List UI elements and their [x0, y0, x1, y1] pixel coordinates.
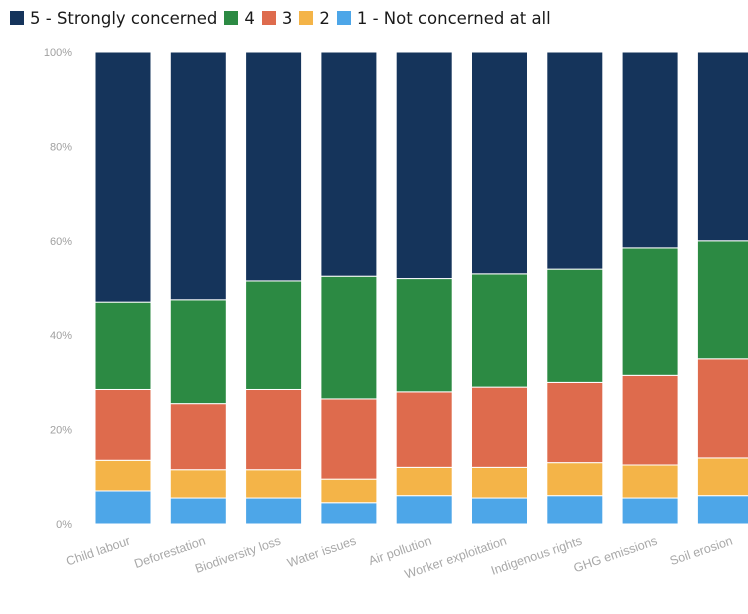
y-tick-label: 40%: [50, 330, 72, 342]
legend-item[interactable]: 2: [299, 9, 330, 28]
bar-segment[interactable]: [471, 466, 528, 499]
legend-swatch: [10, 11, 24, 25]
bar-segment[interactable]: [546, 495, 604, 525]
bar-segment[interactable]: [245, 497, 303, 525]
bar-segment[interactable]: [320, 398, 378, 480]
legend-label: 5 - Strongly concerned: [30, 8, 218, 28]
legend: 5 - Strongly concerned 4 3 2 1 - Not concern…: [10, 6, 558, 30]
bar-segment[interactable]: [395, 466, 453, 497]
bar-segment[interactable]: [696, 51, 748, 242]
legend-item[interactable]: 4: [224, 9, 255, 28]
bar-segment[interactable]: [696, 457, 748, 497]
bar-segment[interactable]: [169, 497, 227, 525]
y-tick-label: 20%: [50, 425, 72, 437]
bar-segment[interactable]: [94, 490, 152, 525]
bar-segment[interactable]: [395, 495, 453, 525]
bar-segment[interactable]: [395, 391, 453, 468]
y-tick-label: 60%: [50, 236, 72, 248]
bar-segment[interactable]: [320, 502, 378, 525]
legend-label: 4: [244, 8, 255, 28]
bar-segment[interactable]: [169, 299, 227, 405]
x-category-label: GHG emissions: [572, 534, 659, 576]
bar-segment[interactable]: [471, 51, 528, 275]
bar-segment[interactable]: [320, 275, 378, 400]
legend-swatch: [261, 11, 276, 25]
bar-segment[interactable]: [471, 497, 528, 525]
bar-segment[interactable]: [94, 51, 152, 303]
bar-segment[interactable]: [395, 278, 453, 393]
bar-segment[interactable]: [320, 478, 378, 504]
bar-segment[interactable]: [245, 51, 303, 282]
legend-label: 3: [281, 8, 293, 28]
legend-swatch: [299, 11, 314, 25]
bar-segment[interactable]: [546, 268, 604, 383]
bar-segment[interactable]: [94, 459, 152, 492]
legend-swatch: [224, 11, 239, 25]
bar-segment[interactable]: [696, 495, 748, 525]
legend-item[interactable]: 1 - Not concerned at all: [336, 8, 551, 28]
bar-segment[interactable]: [546, 51, 604, 270]
bar-segment[interactable]: [621, 247, 679, 376]
x-category-label: Water issues: [285, 534, 357, 571]
legend-label: 1 - Not concerned at all: [356, 8, 551, 28]
bar-segment[interactable]: [169, 403, 227, 471]
x-category-label: Soil erosion: [668, 534, 734, 569]
bar-segment[interactable]: [621, 51, 679, 249]
y-tick-label: 80%: [50, 141, 72, 153]
bar-segment[interactable]: [245, 280, 303, 390]
bar-segment[interactable]: [471, 386, 528, 468]
bar-segment[interactable]: [245, 388, 303, 471]
bar-segment[interactable]: [169, 469, 227, 499]
bar-segment[interactable]: [471, 273, 528, 388]
bar-segment[interactable]: [621, 464, 679, 499]
bar-segment[interactable]: [320, 51, 378, 277]
bar-segment[interactable]: [245, 469, 303, 499]
legend-swatch: [336, 11, 351, 25]
y-tick-label: 0%: [56, 519, 72, 531]
bar-segment[interactable]: [696, 240, 748, 360]
bar-segment[interactable]: [621, 374, 679, 466]
x-category-label: Child labour: [64, 534, 132, 569]
bar-segment[interactable]: [621, 497, 679, 525]
y-tick-label: 100%: [44, 47, 72, 59]
bar-segment[interactable]: [94, 388, 152, 461]
bar-segment[interactable]: [546, 462, 604, 497]
x-category-label: Biodiversity loss: [193, 534, 282, 576]
bar-segment[interactable]: [94, 301, 152, 390]
bar-segment[interactable]: [169, 51, 227, 301]
legend-item[interactable]: 5 - Strongly concerned: [10, 9, 217, 28]
bar-segment[interactable]: [696, 358, 748, 459]
legend-item[interactable]: 3: [261, 8, 293, 28]
legend-label: 2: [319, 8, 330, 28]
bar-segment[interactable]: [546, 381, 604, 464]
bar-segment[interactable]: [395, 51, 453, 280]
